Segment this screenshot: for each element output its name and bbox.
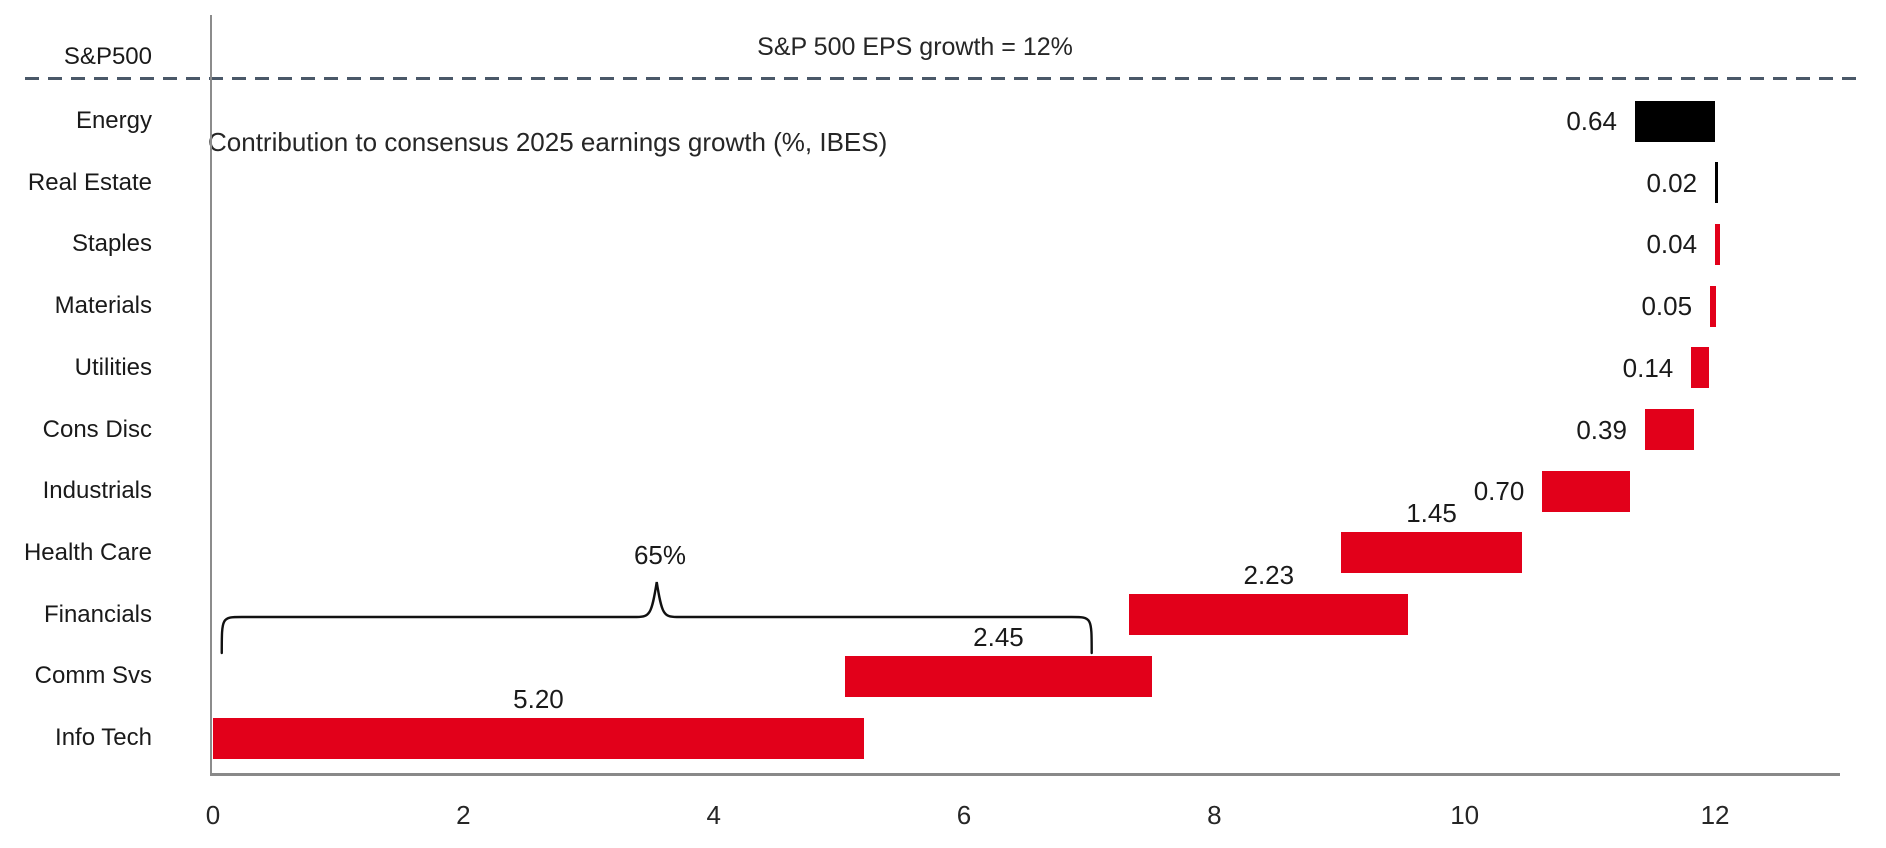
bar-cons-disc	[1644, 409, 1694, 450]
row-label-industrials: Industrials	[42, 477, 152, 505]
value-label-industrials: 0.70	[1473, 476, 1525, 507]
bracket-percентage-label: 65%	[633, 540, 687, 570]
x-tick-8: 8	[1207, 800, 1222, 830]
x-tick-10: 10	[1450, 800, 1480, 830]
bar-financials	[1129, 594, 1409, 636]
bar-materials	[1710, 285, 1717, 327]
row-label-staples: Staples	[71, 230, 152, 258]
row-label-info-tech: Info Tech	[55, 724, 152, 751]
row-label-sp500: S&P500	[63, 43, 152, 70]
bar-info-tech	[213, 717, 864, 759]
bar-comm-svs	[845, 655, 1152, 697]
bracket-brace	[220, 581, 1093, 655]
row-label-energy: Energy	[75, 107, 152, 134]
eps-total-dashed-line	[25, 77, 1860, 80]
bar-health-care	[1340, 532, 1523, 574]
x-axis-line	[210, 773, 1840, 776]
bar-industrials	[1542, 470, 1630, 512]
row-label-health-care: Health Care	[23, 538, 152, 566]
row-label-utilities: Utilities	[74, 353, 152, 381]
bar-energy	[1634, 100, 1716, 142]
value-label-staples: 0.04	[1646, 229, 1698, 260]
value-label-info-tech: 5.20	[513, 683, 564, 714]
x-tick-12: 12	[1700, 800, 1730, 830]
value-label-comm-svs: 2.45	[973, 621, 1024, 652]
row-label-cons-disc: Cons Disc	[42, 415, 152, 443]
value-label-energy: 0.64	[1566, 106, 1617, 136]
x-tick-4: 4	[706, 800, 721, 830]
row-label-financials: Financials	[43, 600, 152, 628]
x-tick-6: 6	[956, 800, 972, 830]
eps-growth-annotation: S&P 500 EPS growth = 12%	[757, 33, 1073, 61]
bar-utilities	[1691, 347, 1709, 389]
value-label-financials: 2.23	[1243, 560, 1295, 591]
row-label-comm-svs: Comm Svs	[34, 662, 152, 690]
value-label-utilities: 0.14	[1622, 352, 1674, 383]
value-label-cons-disc: 0.39	[1576, 414, 1627, 445]
row-label-materials: Materials	[54, 292, 152, 320]
y-axis-line	[210, 15, 212, 775]
bar-real-estate	[1715, 162, 1718, 204]
bar-staples	[1715, 223, 1721, 265]
chart-title: Contribution to consensus 2025 earnings …	[208, 127, 888, 157]
value-label-health-care: 1.45	[1406, 498, 1457, 529]
x-tick-2: 2	[456, 800, 471, 830]
value-label-real-estate: 0.02	[1646, 167, 1698, 198]
x-tick-0: 0	[205, 800, 221, 830]
value-label-materials: 0.05	[1641, 291, 1693, 322]
row-label-real-estate: Real Estate	[27, 168, 152, 196]
